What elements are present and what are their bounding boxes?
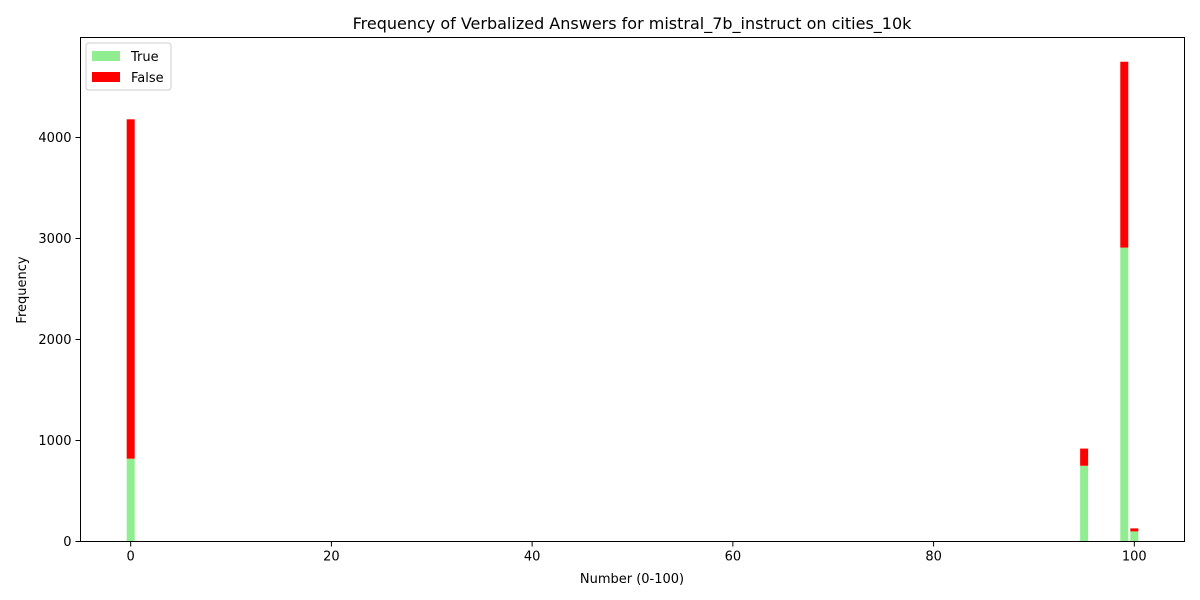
x-axis-label: Number (0-100)	[580, 572, 684, 587]
x-tick-label: 40	[524, 550, 541, 565]
y-tick-label: 2000	[38, 333, 71, 348]
plot-frame	[80, 37, 1185, 542]
y-tick-label: 1000	[38, 434, 71, 449]
x-axis-ticks: 0 20 40 60 80 100	[127, 541, 1147, 565]
chart-title: Frequency of Verbalized Answers for mist…	[353, 14, 913, 34]
x-tick-label: 0	[127, 550, 135, 565]
bars-layer	[126, 61, 1139, 542]
legend-label-false: False	[131, 71, 164, 86]
bar-false-0	[126, 119, 135, 459]
bar-true-100	[1130, 531, 1139, 542]
y-tick-label: 4000	[38, 131, 71, 146]
y-tick-label: 3000	[38, 232, 71, 247]
bar-false-95	[1080, 448, 1089, 466]
legend-swatch-true	[92, 51, 120, 61]
bar-true-99	[1120, 247, 1129, 542]
y-tick-label: 0	[63, 535, 71, 550]
bar-false-99	[1120, 61, 1129, 248]
legend: True False	[85, 42, 172, 91]
bar-false-100	[1130, 528, 1139, 532]
x-tick-label: 80	[925, 550, 942, 565]
x-tick-label: 20	[323, 550, 340, 565]
bar-true-0	[126, 458, 135, 542]
bar-true-95	[1080, 465, 1089, 542]
y-axis-label: Frequency	[15, 256, 30, 323]
legend-label-true: True	[130, 50, 159, 65]
y-axis-ticks: 0 1000 2000 3000 4000	[38, 131, 81, 550]
legend-swatch-false	[92, 72, 120, 82]
x-tick-label: 60	[725, 550, 742, 565]
x-tick-label: 100	[1122, 550, 1147, 565]
